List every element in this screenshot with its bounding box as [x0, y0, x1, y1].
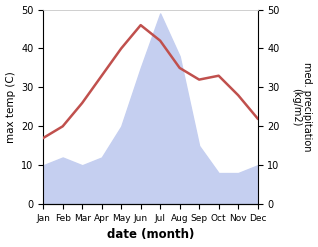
- Y-axis label: med. precipitation
(kg/m2): med. precipitation (kg/m2): [291, 62, 313, 152]
- Y-axis label: max temp (C): max temp (C): [5, 71, 16, 143]
- X-axis label: date (month): date (month): [107, 228, 194, 242]
